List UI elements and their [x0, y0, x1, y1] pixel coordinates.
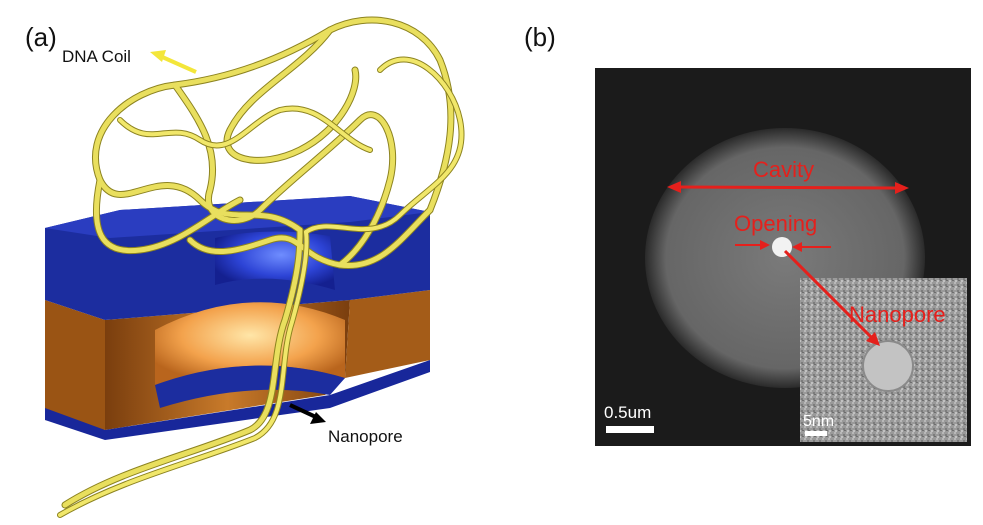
panel-a-label: (a): [25, 22, 57, 52]
cavity-label: Cavity: [753, 157, 815, 182]
dna-coil-label: DNA Coil: [62, 47, 131, 66]
dna-coil-arrow: [150, 50, 197, 74]
scale-bar-inset: [805, 431, 827, 436]
scale-label-inset: 5nm: [803, 413, 835, 430]
panel-b-label: (b): [524, 22, 556, 52]
opening-arrows: [735, 240, 831, 252]
scale-label-main: 0.5um: [604, 403, 652, 422]
nanopore-arrow: [289, 403, 326, 424]
cavity-arrow: [667, 181, 909, 194]
nanopore-label-a: Nanopore: [328, 427, 403, 446]
opening-label: Opening: [734, 211, 818, 236]
scale-bar-main: [606, 426, 654, 433]
nanopore-arrow-b: [783, 249, 880, 346]
nanopore-circle: [862, 340, 914, 392]
dna-coil: [57, 16, 465, 518]
nanopore-label-b: Nanopore: [849, 302, 946, 327]
